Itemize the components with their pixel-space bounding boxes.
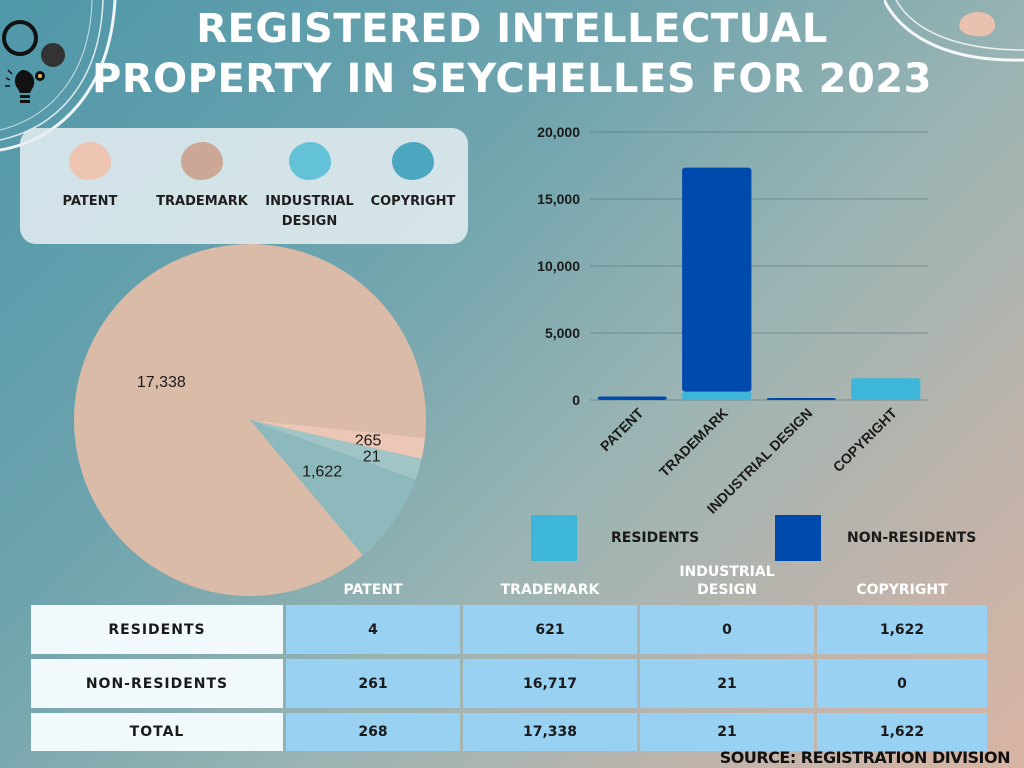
x-tick-label-patent: PATENT [597, 404, 647, 454]
bar-industrial-design-non-residents [766, 398, 836, 400]
residents-legend-label: RESIDENTS [611, 530, 700, 546]
cell-residents-patent: 4 [286, 605, 460, 654]
row-label-non-residents: NON-RESIDENTS [31, 659, 283, 708]
patent-swatch [69, 142, 111, 180]
pie-slice-copyright [250, 420, 416, 556]
residents-swatch [531, 515, 577, 561]
legend-label: COPYRIGHT [370, 194, 456, 209]
corner-decoration-left [0, 0, 117, 152]
legend-item-copyright: COPYRIGHT [358, 142, 468, 212]
ring-circle-icon [2, 20, 38, 56]
bar-trademark-non-residents [682, 167, 752, 392]
x-tick-label-copyright: COPYRIGHT [830, 404, 900, 474]
y-tick-label: 15,000 [537, 191, 580, 207]
copyright-swatch [392, 142, 434, 180]
pie-label-patent: 265 [355, 432, 382, 449]
row-label-total: TOTAL [31, 713, 283, 751]
corner-decoration-right [884, 0, 1024, 62]
y-tick-label: 10,000 [537, 258, 580, 274]
bar-copyright-residents [851, 378, 921, 400]
category-legend: PATENT TRADEMARK INDUSTRIAL DESIGN COPYR… [20, 128, 468, 244]
trademark-swatch [181, 142, 223, 180]
legend-item-patent: PATENT [35, 142, 145, 212]
table-header-copyright: COPYRIGHT [856, 582, 948, 598]
y-tick-label: 20,000 [537, 124, 580, 140]
page-title: REGISTERED INTELLECTUAL PROPERTY IN SEYC… [0, 4, 1024, 104]
cell-residents-trademark: 621 [463, 605, 637, 654]
cell-non-residents-patent: 261 [286, 659, 460, 708]
cell-total-patent: 268 [286, 713, 460, 751]
y-tick-label: 5,000 [545, 325, 580, 341]
non-residents-legend-label: NON-RESIDENTS [847, 530, 977, 546]
pie-slice-patent [250, 420, 426, 460]
pie-label-industrial-design: 21 [363, 449, 381, 466]
table-header-patent: PATENT [343, 582, 403, 598]
pie-label-trademark: 17,338 [137, 374, 186, 391]
cell-non-residents-copyright: 0 [817, 659, 987, 708]
non-residents-swatch [775, 515, 821, 561]
cell-total-trademark: 17,338 [463, 713, 637, 751]
cell-residents-industrial-design: 0 [640, 605, 814, 654]
legend-label: PATENT [62, 194, 118, 209]
lightbulb-gear-icon [5, 69, 45, 103]
table-header-industrial-design: INDUSTRIAL DESIGN [679, 564, 775, 598]
legend-item-industrial-design: INDUSTRIAL DESIGN [257, 142, 362, 232]
cell-total-industrial-design: 21 [640, 713, 814, 751]
legend-item-trademark: TRADEMARK [147, 142, 257, 212]
legend-label: TRADEMARK [156, 194, 248, 209]
cell-residents-copyright: 1,622 [817, 605, 987, 654]
dot-circle-icon [41, 43, 65, 67]
bar-patent-non-residents [597, 396, 667, 400]
title-line-2: PROPERTY IN SEYCHELLES FOR 2023 [92, 56, 932, 102]
row-label-residents: RESIDENTS [31, 605, 283, 654]
x-tick-label-trademark: TRADEMARK [656, 405, 731, 480]
cell-total-copyright: 1,622 [817, 713, 987, 751]
source-note: SOURCE: REGISTRATION DIVISION [719, 748, 1011, 767]
y-tick-label: 0 [572, 392, 580, 408]
table-header-trademark: TRADEMARK [500, 582, 600, 598]
pie-slice-industrial-design [250, 420, 422, 480]
cell-non-residents-trademark: 16,717 [463, 659, 637, 708]
cell-non-residents-industrial-design: 21 [640, 659, 814, 708]
title-line-1: REGISTERED INTELLECTUAL [196, 6, 828, 52]
pie-label-copyright: 1,622 [302, 463, 342, 480]
bar-trademark-residents [682, 391, 752, 400]
legend-label: INDUSTRIAL DESIGN [265, 194, 354, 229]
industrial-design-swatch [288, 142, 331, 180]
